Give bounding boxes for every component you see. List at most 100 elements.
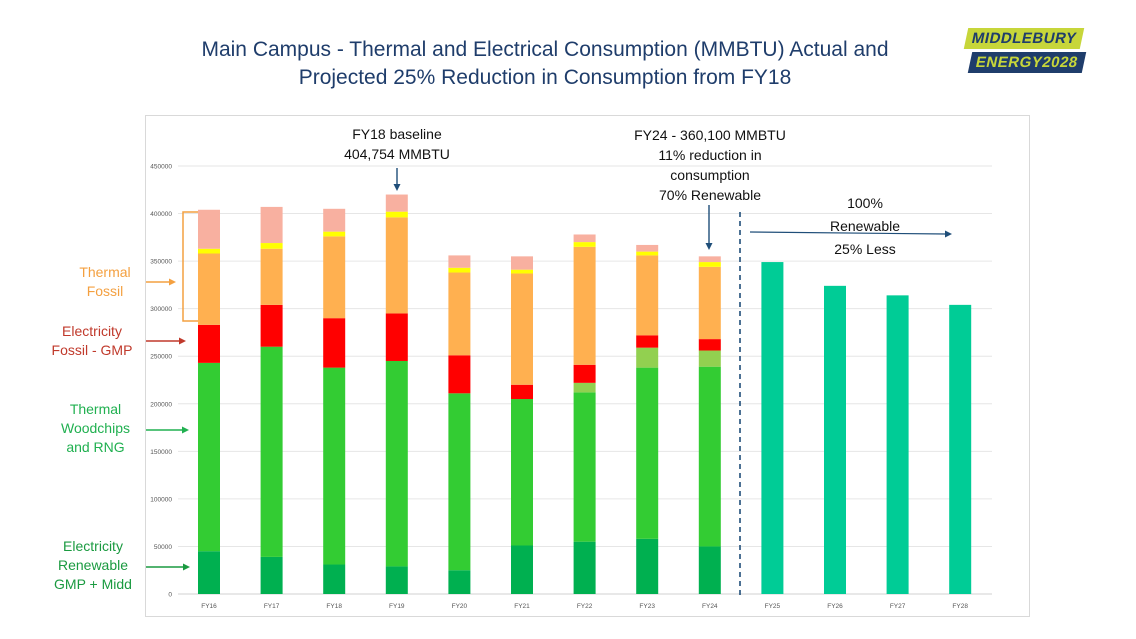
x-tick-label: FY24 — [702, 603, 718, 610]
label-electricity-renewable-1: Electricity — [63, 538, 123, 554]
label-thermal-fossil-2: Fossil — [86, 283, 124, 299]
electricity-fossil-arrow — [146, 337, 186, 345]
annotation-projection-1: 100% — [847, 195, 883, 211]
x-tick-label: FY25 — [765, 603, 781, 610]
y-axis-ticks: 0 50000 100000 150000 200000 250000 300000 3500… — [150, 164, 172, 599]
bar-segment-fy18 — [323, 236, 346, 319]
annotation-fy24-1: FY24 - 360,100 MMBTU — [634, 127, 786, 143]
label-electricity-fossil-2: Fossil - GMP — [51, 342, 133, 358]
label-thermal-fossil-1: Thermal — [79, 264, 131, 280]
bar-segment-fy20 — [448, 393, 471, 571]
bar-segment-fy20 — [448, 355, 471, 394]
bar-segment-fy19 — [385, 211, 408, 218]
y-tick-label: 250000 — [150, 354, 172, 361]
bar-segment-fy22 — [573, 541, 596, 594]
bar-segment-fy21 — [511, 256, 533, 270]
bar-segment-fy23 — [636, 347, 659, 368]
annotation-projection: 100% Renewable 25% Less — [805, 192, 925, 261]
label-electricity-renewable-2: Renewable — [57, 557, 129, 573]
bar-segment-fy22 — [573, 364, 596, 383]
thermal-woodchips-arrow — [146, 426, 189, 434]
bar-segment-fy16 — [198, 324, 220, 363]
annotation-fy24-2: 11% reduction in — [658, 147, 762, 163]
chart-title: Main Campus - Thermal and Electrical Con… — [150, 36, 940, 92]
y-tick-label: 50000 — [154, 544, 172, 551]
bar-segment-fy23 — [636, 251, 659, 256]
title-line-1: Main Campus - Thermal and Electrical Con… — [201, 38, 889, 61]
annotation-fy24-4: 70% Renewable — [659, 187, 761, 203]
bar-segment-fy27 — [886, 295, 909, 594]
bar-segment-fy16 — [198, 551, 220, 594]
bar-segment-fy24 — [698, 546, 721, 594]
bar-segment-fy23 — [636, 244, 659, 252]
bar-segment-fy17 — [260, 304, 283, 347]
bar-segment-fy24 — [698, 350, 721, 367]
x-tick-label: FY17 — [264, 603, 280, 610]
bar-segment-fy16 — [198, 253, 220, 325]
bar-segment-fy22 — [573, 382, 596, 393]
x-tick-label: FY18 — [326, 603, 342, 610]
bar-segment-fy16 — [198, 209, 220, 249]
label-thermal-woodchips: Thermal Woodchips and RNG — [48, 400, 143, 457]
bar-segment-fy22 — [573, 234, 596, 243]
baseline-arrow — [393, 168, 401, 191]
bar-segment-fy26 — [824, 285, 846, 594]
x-axis-ticks: FY16 FY17 FY18 FY19 FY20 FY21 FY22 FY23 FY24 FY25… — [201, 603, 968, 610]
annotation-projection-3: 25% Less — [834, 241, 896, 257]
bar-segment-fy19 — [385, 360, 408, 567]
y-tick-label: 100000 — [150, 496, 172, 503]
annotation-fy24: FY24 - 360,100 MMBTU 11% reduction in co… — [610, 125, 810, 205]
x-tick-label: FY16 — [201, 603, 217, 610]
bar-segment-fy25 — [761, 262, 784, 594]
bar-segment-fy23 — [636, 367, 659, 539]
fy24-arrow — [705, 205, 713, 250]
label-thermal-woodchips-2: Woodchips — [60, 420, 130, 436]
bar-segment-fy17 — [260, 206, 283, 244]
bar-segment-fy19 — [385, 566, 408, 594]
bar-segment-fy21 — [511, 273, 533, 385]
bar-segment-fy24 — [698, 256, 721, 263]
bar-segment-fy28 — [949, 304, 972, 594]
annotation-baseline-1: FY18 baseline — [352, 126, 442, 142]
x-tick-label: FY20 — [452, 603, 468, 610]
bar-segment-fy17 — [260, 243, 283, 249]
annotation-fy24-3: consumption — [670, 167, 750, 183]
bar-segment-fy21 — [511, 384, 533, 400]
x-tick-label: FY27 — [890, 603, 906, 610]
title-line-2: Projected 25% Reduction in Consumption f… — [298, 66, 792, 89]
thermal-fossil-arrow — [146, 278, 176, 286]
bars — [198, 194, 972, 594]
bar-segment-fy18 — [323, 367, 346, 565]
bar-segment-fy20 — [448, 272, 471, 356]
bar-segment-fy24 — [698, 366, 721, 547]
y-tick-label: 400000 — [150, 211, 172, 218]
bar-segment-fy18 — [323, 564, 346, 594]
y-tick-label: 200000 — [150, 401, 172, 408]
bar-segment-fy20 — [448, 255, 471, 268]
label-thermal-woodchips-1: Thermal — [69, 401, 122, 417]
label-thermal-fossil: Thermal Fossil — [60, 263, 150, 301]
bar-segment-fy17 — [260, 248, 283, 305]
bar-segment-fy23 — [636, 538, 659, 594]
x-tick-label: FY23 — [639, 603, 655, 610]
y-tick-label: 0 — [168, 592, 172, 599]
annotation-baseline: FY18 baseline 404,754 MMBTU — [320, 124, 474, 164]
bar-segment-fy20 — [448, 267, 471, 273]
y-tick-label: 300000 — [150, 306, 172, 313]
bar-segment-fy23 — [636, 335, 659, 348]
label-electricity-renewable: Electricity Renewable GMP + Midd — [40, 537, 146, 594]
x-tick-label: FY22 — [577, 603, 593, 610]
bar-segment-fy16 — [198, 248, 220, 254]
x-tick-label: FY26 — [827, 603, 843, 610]
bar-segment-fy24 — [698, 262, 721, 267]
bar-segment-fy21 — [511, 269, 533, 274]
x-tick-label: FY19 — [389, 603, 405, 610]
bar-segment-fy22 — [573, 246, 596, 365]
thermal-fossil-bracket — [182, 211, 198, 322]
bar-segment-fy20 — [448, 570, 471, 594]
bar-segment-fy22 — [573, 242, 596, 247]
bar-segment-fy17 — [260, 556, 283, 594]
x-tick-label: FY28 — [952, 603, 968, 610]
bar-segment-fy18 — [323, 208, 346, 232]
